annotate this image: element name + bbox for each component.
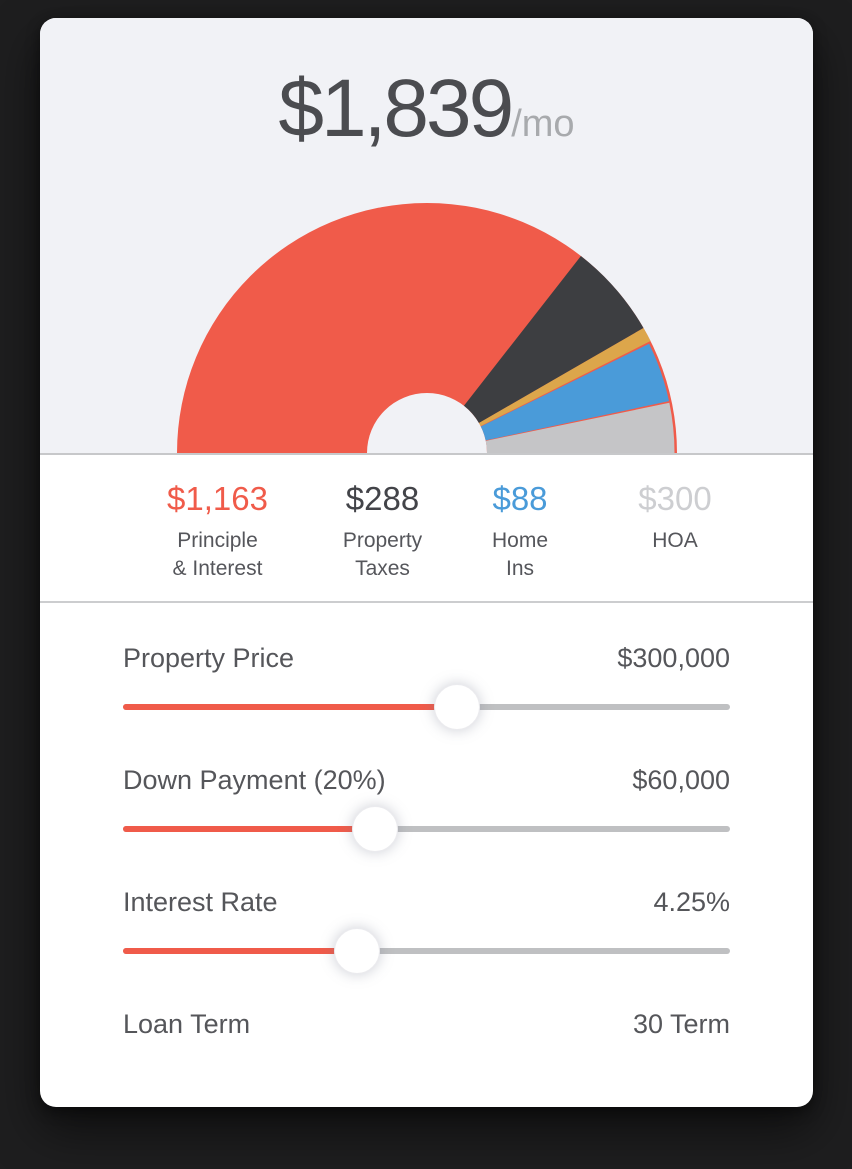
interest-rate-slider[interactable] — [123, 918, 730, 984]
legend-item-home-ins: $88 Home Ins — [450, 481, 590, 601]
interest-rate-slider-track[interactable] — [123, 928, 730, 974]
monthly-payment-suffix: /mo — [511, 103, 575, 145]
control-row-interest-rate: Interest Rate 4.25% — [123, 887, 730, 984]
property-price-label: Property Price — [123, 643, 295, 673]
interest-rate-label: Interest Rate — [123, 887, 278, 917]
legend-value-home-ins: $88 — [492, 480, 548, 517]
property-price-value: $300,000 — [617, 643, 730, 673]
loan-controls-section: Property Price $300,000 Down Payment (20… — [40, 603, 813, 1040]
property-price-slider-fill — [123, 704, 457, 710]
chart-slice-property-taxes — [463, 255, 644, 423]
legend-label-home-ins: Home Ins — [491, 529, 549, 580]
payment-summary-section: $1,839/mo — [40, 18, 813, 455]
payment-breakdown-donut-chart — [176, 203, 677, 453]
legend-item-property-taxes: $288 Property Taxes — [315, 481, 450, 601]
property-price-slider-track[interactable] — [123, 684, 730, 730]
legend-item-hoa: $300 HOA — [590, 481, 760, 601]
chart-slice-principle-interest — [176, 203, 677, 453]
interest-rate-slider-thumb[interactable] — [333, 928, 380, 974]
control-row-property-price: Property Price $300,000 — [123, 643, 730, 740]
down-payment-label: Down Payment (20%) — [123, 765, 386, 795]
down-payment-slider[interactable] — [123, 796, 730, 862]
legend-value-hoa: $300 — [638, 480, 712, 517]
down-payment-slider-track[interactable] — [123, 806, 730, 852]
legend-item-principle-interest: $1,163 Principle & Interest — [120, 481, 315, 601]
loan-term-value[interactable]: 30 Term — [632, 1009, 730, 1039]
down-payment-value: $60,000 — [632, 765, 730, 795]
chart-slice-home-ins — [480, 343, 669, 441]
control-row-down-payment: Down Payment (20%) $60,000 — [123, 765, 730, 862]
chart-slice-hoa — [485, 402, 674, 453]
property-price-slider-thumb[interactable] — [433, 684, 480, 730]
interest-rate-slider-fill — [123, 948, 357, 954]
legend-label-property-taxes: Property Taxes — [342, 529, 423, 580]
interest-rate-value: 4.25% — [653, 887, 730, 917]
chart-legend: $1,163 Principle & Interest $288 Propert… — [40, 455, 813, 603]
control-row-loan-term: Loan Term 30 Term — [123, 1009, 730, 1040]
mortgage-calculator-card: $1,839/mo $1,163 Principle & Interest $2… — [40, 18, 813, 1107]
legend-value-property-taxes: $288 — [345, 480, 420, 517]
monthly-payment-title: $1,839/mo — [40, 18, 813, 156]
legend-label-hoa: HOA — [652, 529, 698, 552]
legend-label-principle-interest: Principle & Interest — [172, 529, 263, 580]
loan-term-label: Loan Term — [123, 1009, 251, 1039]
down-payment-slider-thumb[interactable] — [351, 806, 398, 852]
down-payment-slider-fill — [123, 826, 375, 832]
property-price-slider[interactable] — [123, 674, 730, 740]
legend-value-principle-interest: $1,163 — [167, 480, 268, 517]
monthly-payment-amount: $1,839 — [278, 63, 514, 154]
chart-slice-accent-sliver — [478, 328, 651, 427]
